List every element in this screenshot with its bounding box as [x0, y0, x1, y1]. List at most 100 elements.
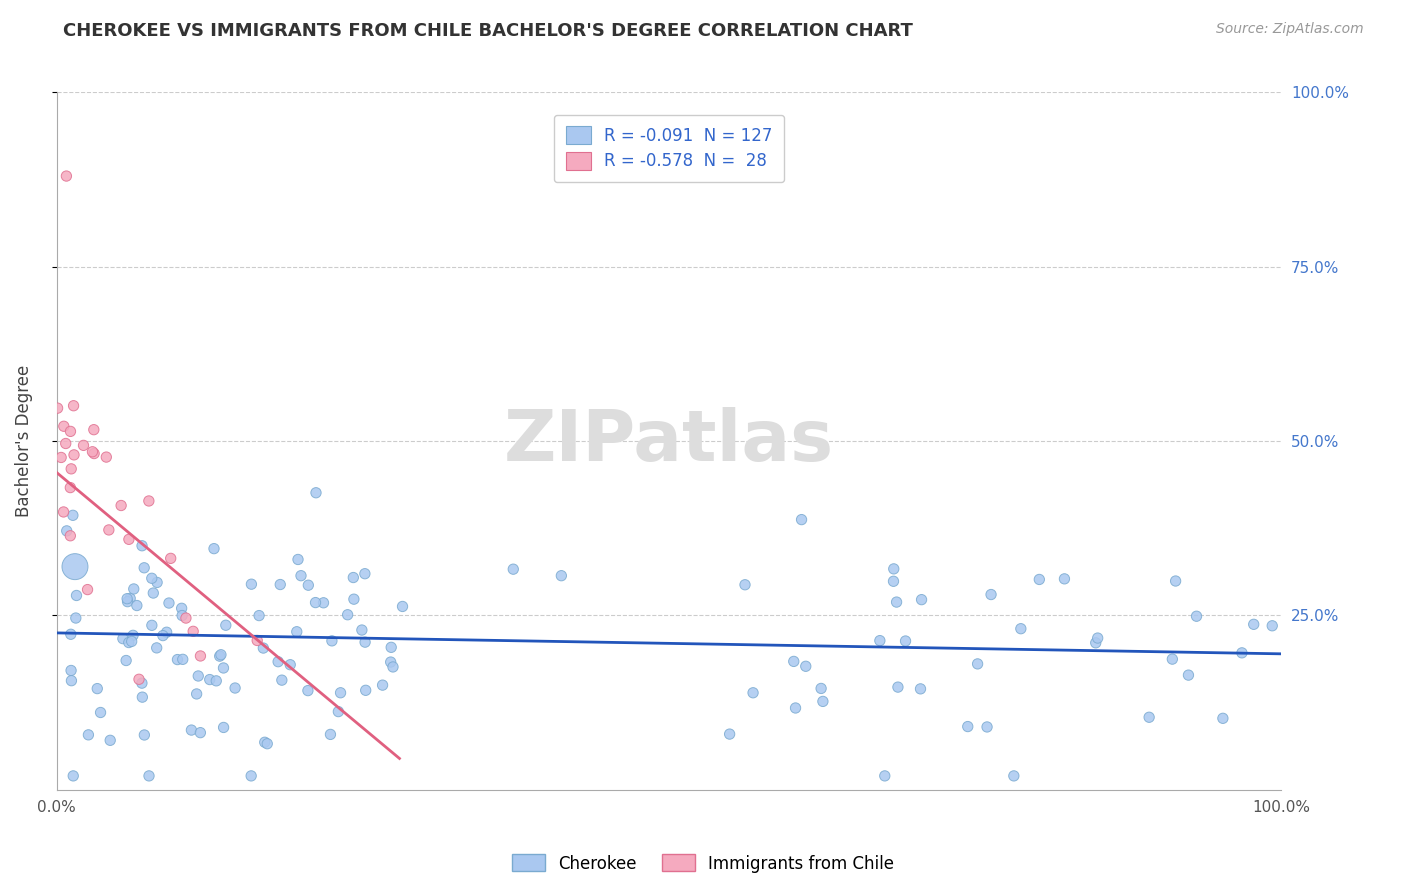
Point	[371, 678, 394, 692]
Point	[1177, 668, 1199, 682]
Point	[65, 589, 87, 603]
Point	[718, 727, 741, 741]
Point	[319, 727, 342, 741]
Point	[910, 592, 932, 607]
Point	[122, 582, 145, 596]
Point	[202, 541, 225, 556]
Point	[290, 568, 312, 582]
Point	[59, 425, 82, 439]
Point	[159, 551, 181, 566]
Y-axis label: Bachelor's Degree: Bachelor's Degree	[15, 365, 32, 517]
Point	[502, 562, 524, 576]
Point	[278, 657, 301, 672]
Point	[350, 623, 373, 637]
Point	[63, 559, 86, 574]
Point	[141, 618, 163, 632]
Point	[224, 681, 246, 695]
Point	[170, 601, 193, 615]
Point	[1230, 646, 1253, 660]
Point	[60, 462, 83, 476]
Point	[1243, 617, 1265, 632]
Point	[172, 608, 194, 623]
Point	[181, 624, 204, 639]
Point	[321, 633, 343, 648]
Point	[354, 566, 377, 581]
Point	[96, 450, 118, 464]
Point	[1084, 636, 1107, 650]
Point	[55, 524, 77, 538]
Point	[172, 652, 194, 666]
Point	[141, 571, 163, 585]
Point	[115, 653, 138, 667]
Point	[131, 676, 153, 690]
Point	[120, 591, 142, 606]
Point	[198, 673, 221, 687]
Point	[63, 448, 86, 462]
Point	[269, 577, 291, 591]
Point	[1010, 622, 1032, 636]
Point	[1087, 631, 1109, 645]
Point	[1161, 652, 1184, 666]
Point	[354, 683, 377, 698]
Point	[550, 568, 572, 582]
Point	[354, 635, 377, 649]
Point	[246, 633, 269, 648]
Point	[256, 737, 278, 751]
Point	[59, 529, 82, 543]
Point	[83, 423, 105, 437]
Point	[1261, 619, 1284, 633]
Point	[187, 669, 209, 683]
Point	[297, 683, 319, 698]
Point	[328, 705, 350, 719]
Point	[86, 681, 108, 696]
Point	[252, 641, 274, 656]
Point	[391, 599, 413, 614]
Point	[382, 660, 405, 674]
Point	[342, 570, 364, 584]
Point	[97, 523, 120, 537]
Point	[247, 608, 270, 623]
Point	[76, 582, 98, 597]
Point	[304, 596, 326, 610]
Point	[49, 450, 72, 465]
Point	[209, 648, 232, 662]
Point	[1028, 573, 1050, 587]
Point	[1212, 711, 1234, 725]
Point	[894, 634, 917, 648]
Point	[138, 494, 160, 508]
Point	[208, 649, 231, 664]
Point	[157, 596, 180, 610]
Point	[190, 725, 212, 739]
Point	[118, 533, 141, 547]
Point	[82, 444, 104, 458]
Point	[956, 720, 979, 734]
Point	[811, 694, 834, 708]
Point	[887, 680, 910, 694]
Point	[46, 401, 69, 416]
Point	[980, 588, 1002, 602]
Point	[122, 628, 145, 642]
Point	[240, 577, 263, 591]
Point	[166, 652, 188, 666]
Point	[343, 592, 366, 607]
Point	[83, 446, 105, 460]
Text: ZIPatlas: ZIPatlas	[503, 407, 834, 475]
Point	[212, 721, 235, 735]
Point	[1137, 710, 1160, 724]
Point	[52, 419, 75, 434]
Point	[118, 635, 141, 649]
Text: CHEROKEE VS IMMIGRANTS FROM CHILE BACHELOR'S DEGREE CORRELATION CHART: CHEROKEE VS IMMIGRANTS FROM CHILE BACHEL…	[63, 22, 912, 40]
Point	[883, 562, 905, 576]
Point	[190, 648, 212, 663]
Point	[134, 728, 156, 742]
Point	[62, 399, 84, 413]
Point	[873, 769, 896, 783]
Point	[98, 733, 121, 747]
Point	[1002, 769, 1025, 783]
Point	[966, 657, 988, 671]
Point	[59, 627, 82, 641]
Point	[790, 513, 813, 527]
Point	[287, 552, 309, 566]
Point	[1053, 572, 1076, 586]
Point	[156, 625, 179, 640]
